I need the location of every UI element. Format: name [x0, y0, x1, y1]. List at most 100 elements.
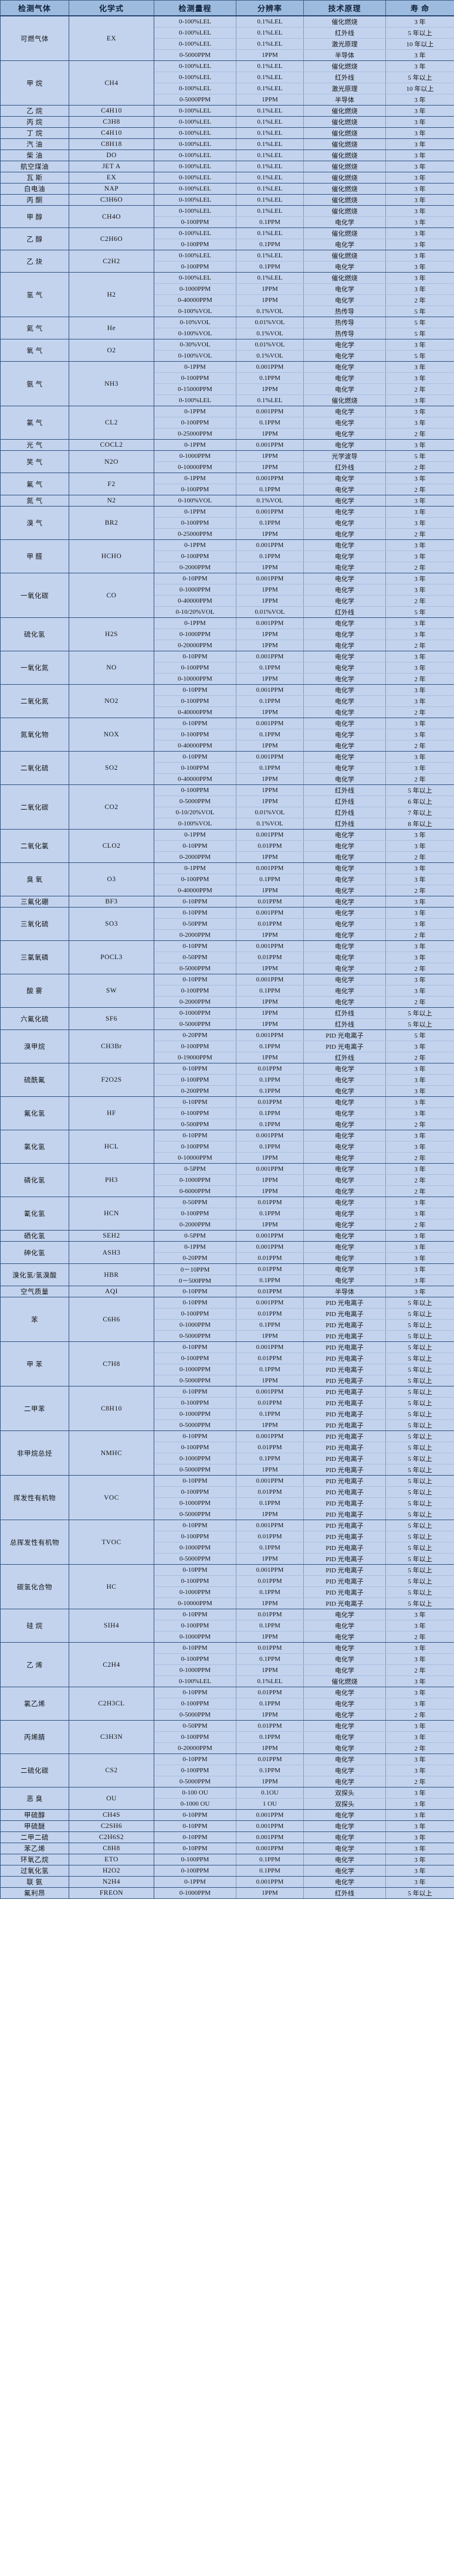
table-row: 0-100PPM 0.01PPM PID 光电离子 5 年以上 [1, 1352, 454, 1364]
table-row: 0-40000PPM 1PPM 电化学 2 年 [1, 595, 454, 607]
cell-detection-range: 0-100%LEL [154, 38, 236, 50]
table-row: 乙 烯 C2H4 0-10PPM 0.01PPM 电化学 3 年 [0, 1642, 454, 1687]
cell-lifetime: 5 年 [385, 328, 454, 339]
cell-technology: PID 光电离子 [303, 1408, 386, 1420]
cell-resolution: 1PPM [236, 1152, 304, 1164]
cell-lifetime: 2 年 [385, 1219, 454, 1231]
table-row: 丁 烷 C4H10 0-100%LEL 0.1%LEL 催化燃烧 3 年 [0, 127, 454, 139]
cell-detection-range: 0-10PPM [154, 1843, 236, 1854]
cell-lifetime: 3 年 [385, 250, 454, 261]
cell-gas-name: 氢 气 [0, 272, 69, 317]
cell-lifetime: 5 年以上 [385, 1330, 454, 1342]
cell-resolution: 1PPM [236, 640, 304, 651]
cell-lifetime: 5 年以上 [385, 1508, 454, 1520]
table-row: 丙 酮 C3H6O 0-100%LEL 0.1%LEL 催化燃烧 3 年 [0, 194, 454, 206]
cell-lifetime: 2 年 [385, 1185, 454, 1197]
cell-resolution: 1PPM [236, 1007, 304, 1019]
cell-detection-range: 0-10PPM [154, 651, 236, 662]
cell-lifetime: 5 年以上 [385, 1007, 454, 1019]
cell-resolution: 0.01PPM [236, 1753, 304, 1765]
cell-resolution: 0.001PPM [236, 506, 304, 518]
cell-lifetime: 3 年 [385, 985, 454, 997]
table-row: 0-1000PPM 1PPM 电化学 3 年 [1, 584, 454, 596]
table-row: 二氧化碳 CO2 0-100PPM 1PPM 红外线 5 年以上 [0, 784, 454, 830]
cell-technology: 电化学 [303, 951, 386, 963]
table-row: 0-5000PPM 1PPM 半导体 3 年 [1, 49, 454, 61]
cell-detection-range: 0-100%LEL [154, 161, 236, 172]
table-row: 0-1000PPM 0.1PPM PID 光电离子 5 年以上 [1, 1408, 454, 1420]
cell-detection-range: 0-2000PPM [154, 996, 236, 1008]
cell-lifetime: 3 年 [385, 1687, 454, 1698]
cell-lifetime: 3 年 [385, 1263, 454, 1275]
cell-detection-range: 0-10PPM [154, 573, 236, 584]
cell-technology: 红外线 [303, 1887, 386, 1899]
cell-resolution: 0.001PPM [236, 1241, 304, 1253]
cell-resolution: 0.01PPM [236, 1442, 304, 1453]
cell-resolution: 0.01PPM [236, 1063, 304, 1075]
cell-lifetime: 3 年 [385, 1041, 454, 1052]
cell-technology: 电化学 [303, 829, 386, 841]
cell-technology: 电化学 [303, 918, 386, 930]
table-row: 0-5000PPM 1PPM PID 光电离子 5 年以上 [1, 1508, 454, 1520]
cell-gas-name: 三氧化硫 [0, 907, 69, 941]
cell-lifetime: 3 年 [385, 1063, 454, 1075]
cell-resolution: 0.01PPM [236, 1197, 304, 1208]
cell-detection-range: 0-40000PPM [154, 885, 236, 896]
cell-lifetime: 5 年以上 [385, 1430, 454, 1442]
cell-chemical-formula: C8H18 [69, 138, 154, 150]
cell-detection-range: 0-1000PPM [154, 1542, 236, 1554]
cell-resolution: 0.1PPM [236, 1085, 304, 1097]
cell-gas-name: 氟化氢 [0, 1096, 69, 1130]
cell-gas-name: 乙 炔 [0, 250, 69, 273]
cell-resolution: 0.1%LEL [236, 138, 304, 150]
cell-lifetime: 3 年 [385, 216, 454, 228]
table-row: 0-100%LEL 0.1%LEL 催化燃烧 3 年 [1, 395, 454, 406]
cell-detection-range: 0-1000PPM [154, 1586, 236, 1598]
cell-resolution: 1PPM [236, 773, 304, 785]
table-row: 0-1000PPM 0.1PPM PID 光电离子 5 年以上 [1, 1586, 454, 1598]
cell-chemical-formula: H2S [69, 617, 154, 651]
cell-resolution: 0.1PPM [236, 1208, 304, 1219]
cell-technology: 电化学 [303, 1753, 386, 1765]
cell-gas-name: 丙烯腈 [0, 1720, 69, 1754]
cell-lifetime: 5 年以上 [385, 1386, 454, 1398]
cell-resolution: 0.001PPM [236, 1386, 304, 1398]
cell-lifetime: 2 年 [385, 773, 454, 785]
column-header-gas: 检测气体 [0, 0, 69, 16]
table-row: 联 氨 N2H4 0-1PPM 0.001PPM 电化学 3 年 [0, 1876, 454, 1888]
table-row: 丙 烷 C3H8 0-100%LEL 0.1%LEL 催化燃烧 3 年 [0, 116, 454, 128]
cell-technology: 电化学 [303, 294, 386, 306]
table-row: 0-10000PPM 1PPM 红外线 2 年 [1, 461, 454, 473]
cell-lifetime: 5 年以上 [385, 27, 454, 39]
table-row: 笑 气 N2O 0-1000PPM 1PPM 光学波导 5 年 [0, 450, 454, 473]
cell-detection-range: 0-1PPM [154, 829, 236, 841]
cell-technology: 激光原理 [303, 38, 386, 50]
cell-chemical-formula: C2H6S2 [69, 1831, 154, 1843]
cell-detection-range: 0-100PPM [154, 1653, 236, 1665]
cell-detection-range: 0-100%LEL [154, 149, 236, 161]
cell-lifetime: 5 年以上 [385, 1352, 454, 1364]
cell-detection-range: 0-1000PPM [154, 1319, 236, 1331]
cell-gas-name: 可燃气体 [0, 15, 69, 61]
cell-technology: 电化学 [303, 1185, 386, 1197]
cell-detection-range: 0-1000PPM [154, 1364, 236, 1375]
cell-resolution: 1PPM [236, 1219, 304, 1231]
cell-detection-range: 0-10PPM [154, 1063, 236, 1075]
table-row: 0-10PPM 0.01PPM 电化学 3 年 [1, 840, 454, 852]
cell-technology: 电化学 [303, 1275, 386, 1286]
cell-gas-name: 航空煤油 [0, 161, 69, 172]
table-row: 0-40000PPM 1PPM 电化学 2 年 [1, 294, 454, 306]
cell-technology: 电化学 [303, 1731, 386, 1743]
cell-resolution: 0.1%LEL [236, 27, 304, 39]
cell-chemical-formula: BR2 [69, 506, 154, 540]
cell-technology: 电化学 [303, 1664, 386, 1676]
cell-resolution: 0.1%LEL [236, 60, 304, 72]
table-row: 甲硫醚 C2SH6 0-10PPM 0.001PPM 电化学 3 年 [0, 1820, 454, 1832]
cell-resolution: 1PPM [236, 1330, 304, 1342]
cell-resolution: 0.01PPM [236, 896, 304, 908]
cell-lifetime: 3 年 [385, 628, 454, 640]
cell-resolution: 0.001PPM [236, 1843, 304, 1854]
table-row: 0-100PPM 0.1PPM 电化学 3 年 [1, 550, 454, 562]
cell-resolution: 0.1%LEL [236, 250, 304, 261]
cell-technology: 电化学 [303, 1720, 386, 1732]
